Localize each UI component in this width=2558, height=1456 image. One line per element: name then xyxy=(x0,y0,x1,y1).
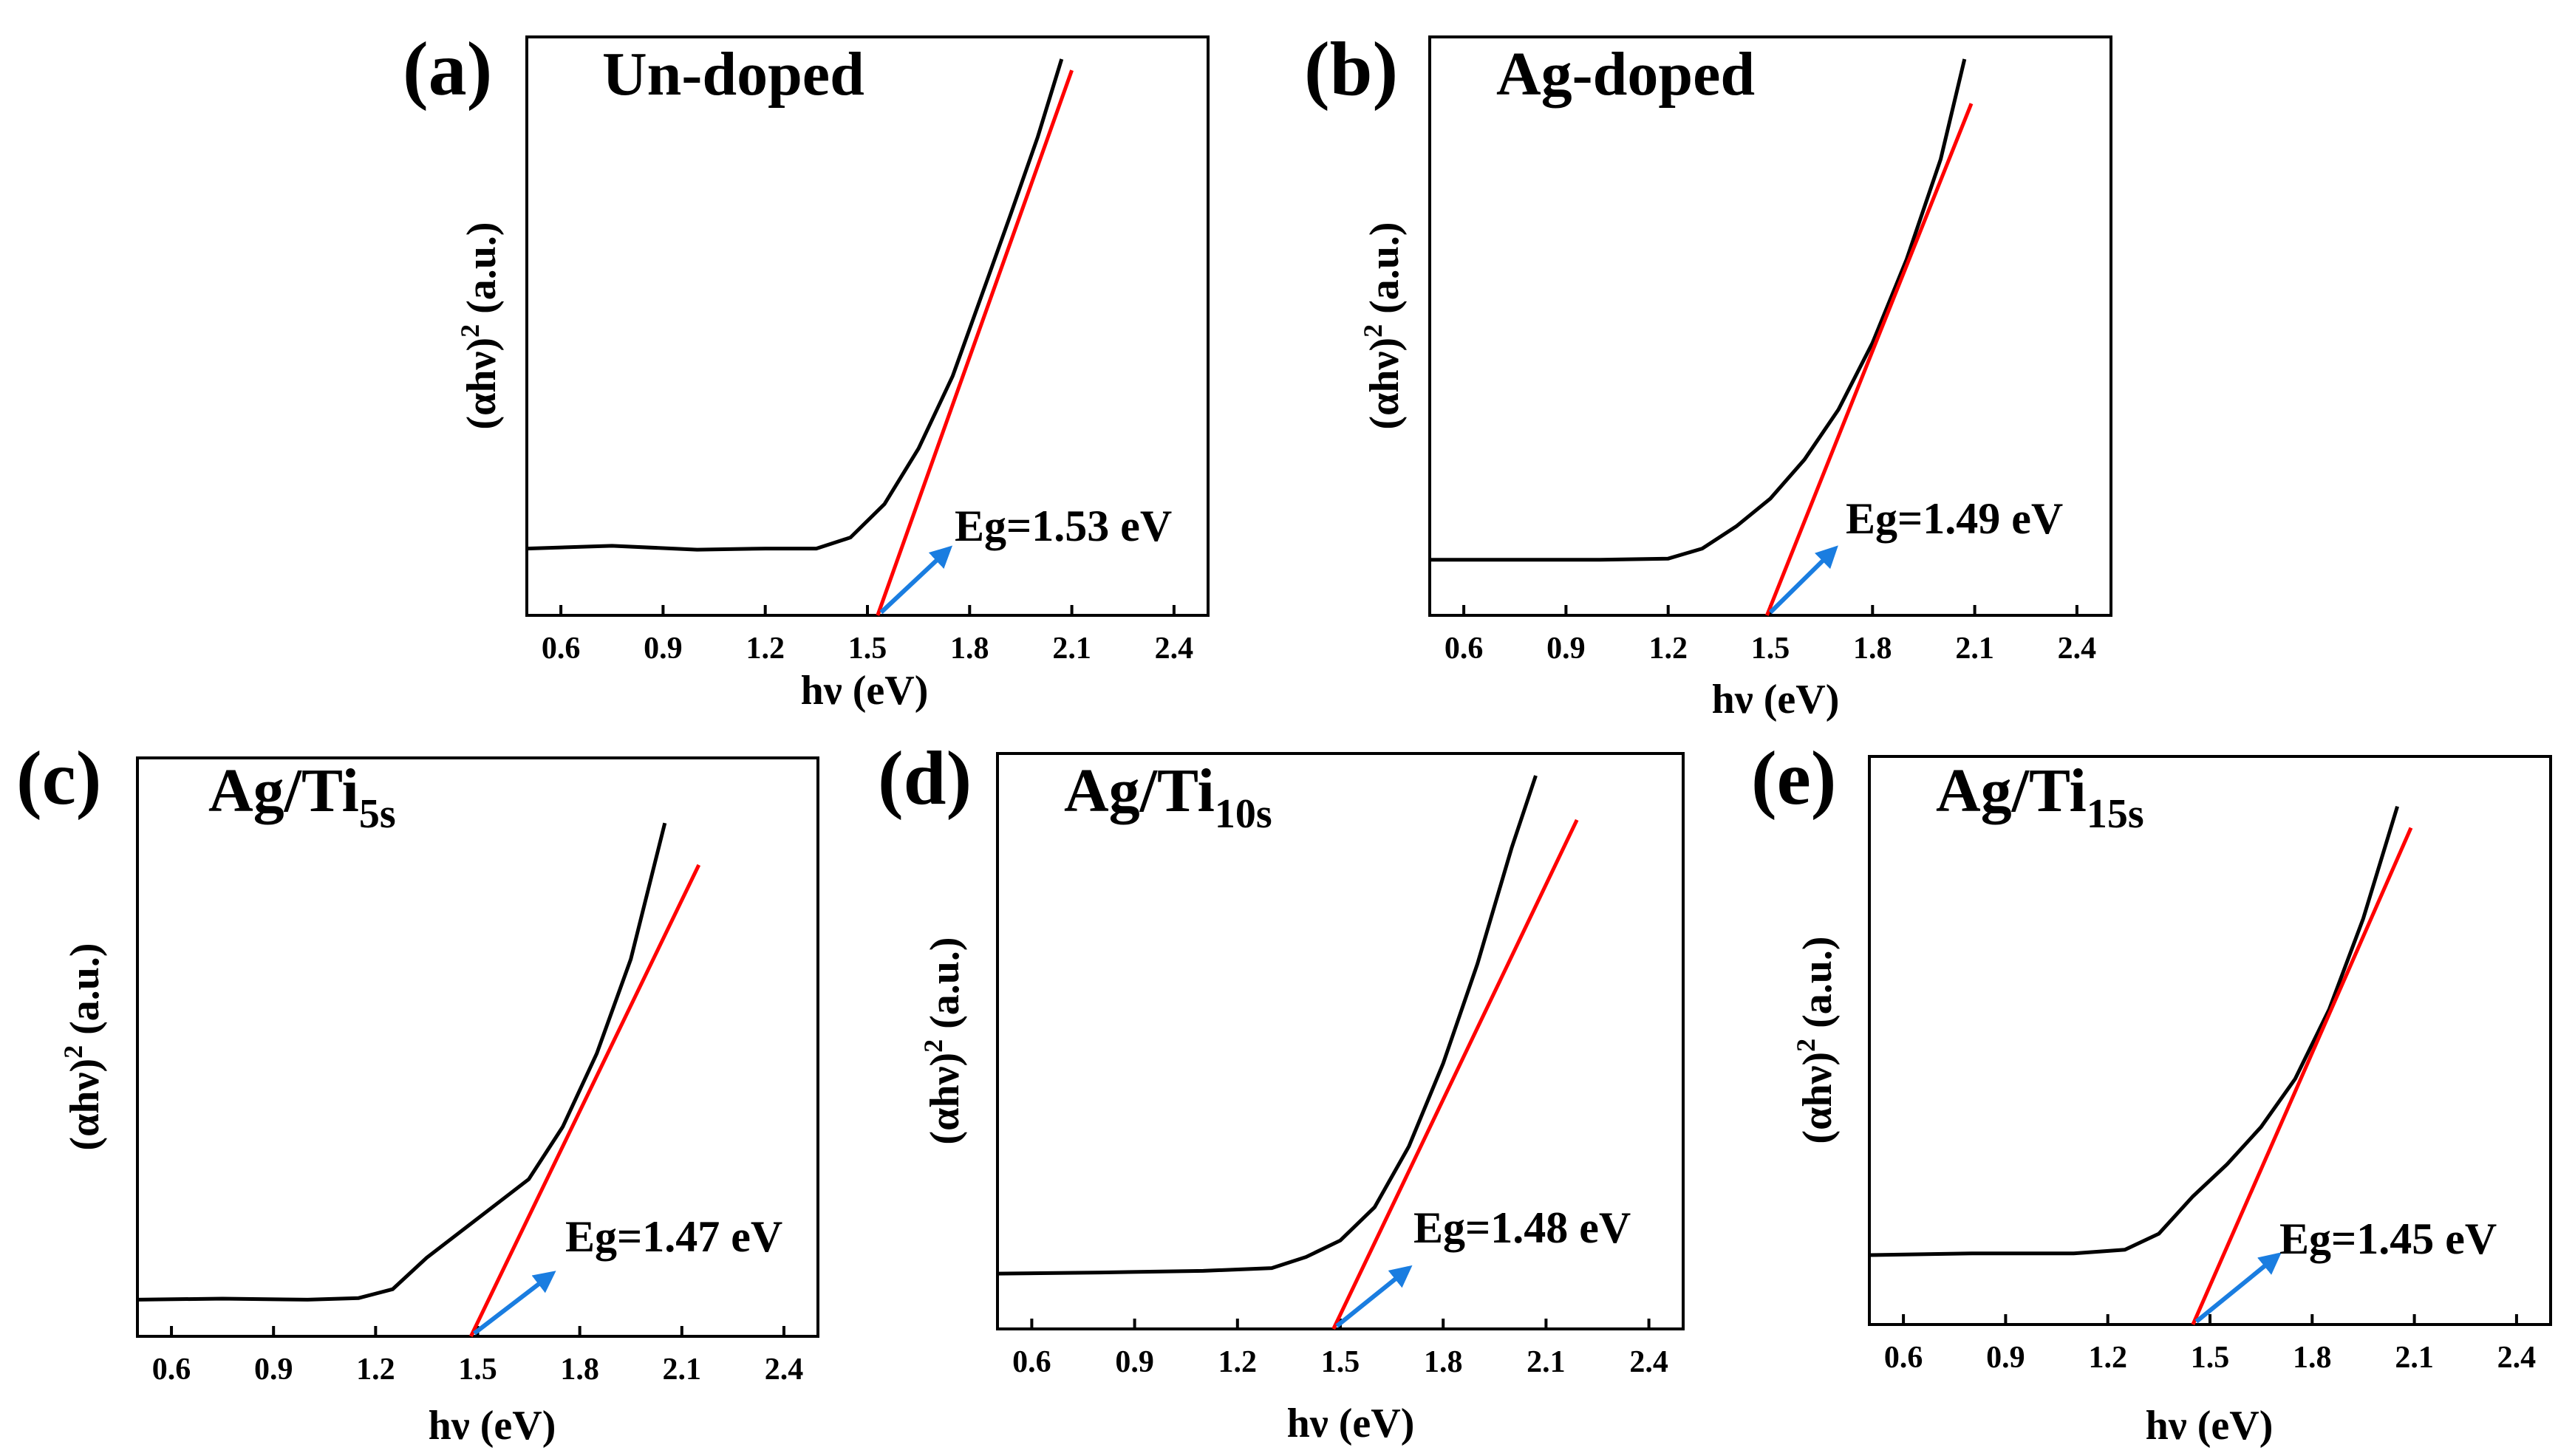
panel-b-fit-line xyxy=(1765,103,1974,616)
panel-a-eg-label: Eg=1.53 eV xyxy=(955,502,1172,550)
panel-a-fit-line xyxy=(876,69,1074,616)
panel-a-xtick-label: 2.4 xyxy=(1155,632,1194,666)
panel-a-xtick-label: 1.5 xyxy=(848,632,887,666)
panel-e-eg-label: Eg=1.45 eV xyxy=(2279,1214,2497,1263)
panel-a-xtick-label: 1.8 xyxy=(950,632,989,666)
panel-c-fit-line xyxy=(469,864,701,1338)
panel-c-xtick-label: 0.9 xyxy=(254,1353,293,1387)
panel-e-letter: (e) xyxy=(1751,736,1836,821)
panel-c-eg-arrow xyxy=(473,1271,556,1336)
panel-d-xtick-label: 0.6 xyxy=(1012,1345,1051,1379)
panel-d-eg-arrow xyxy=(1335,1265,1413,1328)
panel-a-title: Un-doped xyxy=(602,40,864,109)
panel-b-xlabel: hν (eV) xyxy=(1712,677,1840,722)
panel-b-xtick-label: 1.5 xyxy=(1751,632,1790,666)
panel-b-eg-arrow xyxy=(1768,545,1838,615)
panel-d-fit-line xyxy=(1331,818,1579,1330)
panel-c-absorption-curve xyxy=(137,822,667,1302)
panel-a-xlabel: hν (eV) xyxy=(801,668,929,714)
panel-e-xtick-label: 2.4 xyxy=(2497,1341,2537,1375)
panel-d-xtick-label: 0.9 xyxy=(1115,1345,1154,1379)
panel-d: (d) Ag/Ti10s 0.6 0.9 1.2 1.5 1.8 2.1 2.4 hν (e… xyxy=(878,736,1685,1446)
panel-c-xtick-label: 1.8 xyxy=(560,1353,599,1387)
panel-d-letter: (d) xyxy=(878,736,972,821)
panel-b-letter: (b) xyxy=(1304,27,1398,112)
panel-b-ticks: 0.6 0.9 1.2 1.5 1.8 2.1 2.4 xyxy=(1445,605,2096,666)
panel-a-xtick-label: 2.1 xyxy=(1052,632,1091,666)
panel-d-xlabel: hν (eV) xyxy=(1287,1401,1415,1446)
panel-c-xlabel: hν (eV) xyxy=(429,1403,556,1449)
panel-a: (a) Un-doped 0.6 0.9 1.2 1.5 1.8 2.1 2.4 hν (e… xyxy=(403,27,1210,714)
panel-a-xtick-label: 0.6 xyxy=(542,632,581,666)
panel-d-xtick-label: 1.8 xyxy=(1424,1345,1463,1379)
panel-e-absorption-curve xyxy=(1869,805,2399,1257)
panel-c-xtick-label: 1.5 xyxy=(458,1353,497,1387)
panel-b-xtick-label: 1.8 xyxy=(1853,632,1892,666)
panel-c-ylabel: (αhν)2 (a.u.) xyxy=(58,943,108,1150)
panel-e-eg-arrow xyxy=(2194,1252,2282,1324)
panel-a-ticks: 0.6 0.9 1.2 1.5 1.8 2.1 2.4 xyxy=(542,605,1193,666)
panel-b: (b) Ag-doped 0.6 0.9 1.2 1.5 1.8 2.1 2.4 hν (e… xyxy=(1304,27,2112,722)
panel-b-eg-label: Eg=1.49 eV xyxy=(1846,494,2063,543)
panel-a-xtick-label: 0.9 xyxy=(644,632,683,666)
panel-c-xtick-label: 2.1 xyxy=(663,1353,702,1387)
panel-e-title: Ag/Ti15s xyxy=(1936,756,2144,837)
panel-b-xtick-label: 2.1 xyxy=(1955,632,1994,666)
panel-a-xtick-label: 1.2 xyxy=(746,632,785,666)
panel-b-absorption-curve xyxy=(1430,58,1967,562)
panel-b-xtick-label: 2.4 xyxy=(2058,632,2097,666)
panel-b-ylabel: (αhν)2 (a.u.) xyxy=(1358,222,1408,429)
panel-e-xtick-label: 2.1 xyxy=(2395,1341,2434,1375)
panel-a-eg-arrow xyxy=(879,545,953,615)
panel-d-ylabel: (αhν)2 (a.u.) xyxy=(918,937,968,1144)
panel-e-xtick-label: 1.5 xyxy=(2191,1341,2230,1375)
panel-d-xtick-label: 2.1 xyxy=(1527,1345,1566,1379)
panel-d-xtick-label: 1.5 xyxy=(1321,1345,1360,1379)
panel-d-eg-label: Eg=1.48 eV xyxy=(1413,1203,1631,1252)
panel-a-letter: (a) xyxy=(403,27,492,112)
panel-e-ylabel: (αhν)2 (a.u.) xyxy=(1791,936,1841,1144)
panel-e: (e) Ag/Ti15s 0.6 0.9 1.2 1.5 1.8 2.1 2.4 hν (e… xyxy=(1751,736,2552,1449)
panel-c-eg-label: Eg=1.47 eV xyxy=(565,1212,782,1261)
panel-b-xtick-label: 0.6 xyxy=(1445,632,1484,666)
panel-c-ticks: 0.6 0.9 1.2 1.5 1.8 2.1 2.4 xyxy=(152,1326,803,1387)
panel-b-title: Ag-doped xyxy=(1496,40,1755,109)
panel-a-ylabel: (αhν)2 (a.u.) xyxy=(455,222,505,429)
panel-e-fit-line xyxy=(2191,827,2413,1326)
panel-d-ticks: 0.6 0.9 1.2 1.5 1.8 2.1 2.4 xyxy=(1012,1319,1668,1379)
panel-b-xtick-label: 0.9 xyxy=(1546,632,1586,666)
panel-c-xtick-label: 0.6 xyxy=(152,1353,191,1387)
panel-e-xtick-label: 0.9 xyxy=(1986,1341,2025,1375)
panel-a-absorption-curve xyxy=(526,58,1064,552)
panel-e-ticks: 0.6 0.9 1.2 1.5 1.8 2.1 2.4 xyxy=(1884,1314,2536,1375)
panel-e-xtick-label: 1.2 xyxy=(2088,1341,2127,1375)
panel-e-xlabel: hν (eV) xyxy=(2146,1403,2274,1449)
panel-d-absorption-curve xyxy=(997,775,1538,1276)
panel-c-letter: (c) xyxy=(16,736,101,821)
panel-c: (c) Ag/Ti5s 0.6 0.9 1.2 1.5 1.8 2.1 2.4 hν (eV… xyxy=(16,736,819,1449)
panel-c-xtick-label: 1.2 xyxy=(356,1353,395,1387)
panel-e-xtick-label: 0.6 xyxy=(1884,1341,1923,1375)
panel-c-title: Ag/Ti5s xyxy=(208,756,396,837)
panel-d-xtick-label: 1.2 xyxy=(1218,1345,1258,1379)
panel-b-xtick-label: 1.2 xyxy=(1648,632,1688,666)
panel-e-xtick-label: 1.8 xyxy=(2293,1341,2332,1375)
panel-d-title: Ag/Ti10s xyxy=(1064,756,1272,837)
panel-c-xtick-label: 2.4 xyxy=(765,1353,804,1387)
panel-d-xtick-label: 2.4 xyxy=(1629,1345,1668,1379)
